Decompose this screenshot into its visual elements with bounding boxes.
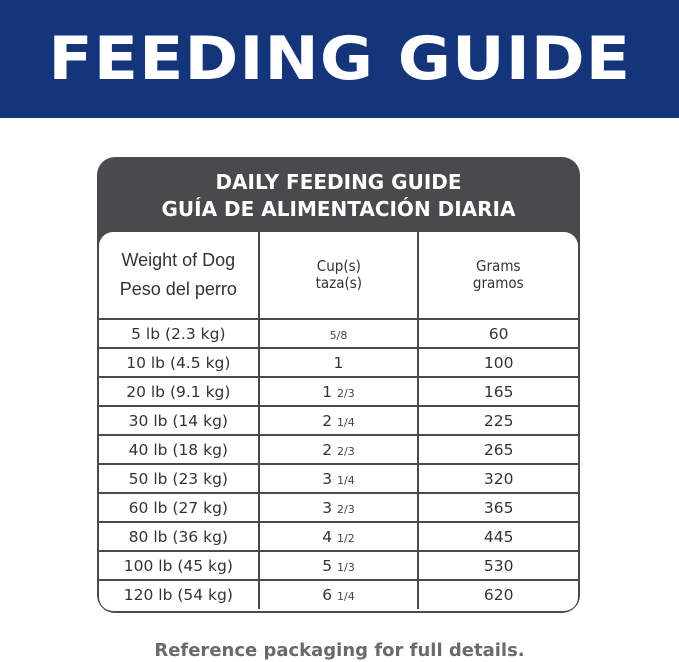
cups-whole: 6 (322, 586, 333, 604)
grams-cell: 620 (417, 579, 578, 609)
weight-cell: 30 lb (14 kg) (99, 405, 259, 435)
cups-whole: 1 (322, 382, 333, 401)
weight-cell: 40 lb (18 kg) (99, 434, 259, 464)
header-cups: Cup(s) taza(s) (265, 232, 411, 319)
page-title: FEEDING GUIDE (48, 24, 631, 94)
table-row: 10 lb (4.5 kg) 1 100 (99, 347, 578, 377)
cups-fraction: 2/3 (337, 386, 355, 400)
cups-whole: 1 (333, 353, 344, 372)
cups-whole: 5 (322, 556, 333, 575)
banner: FEEDING GUIDE (0, 0, 679, 118)
cups-whole: 4 (322, 527, 333, 546)
table-row: 30 lb (14 kg) 2 1/4 225 (99, 405, 578, 435)
grams-cell: 445 (417, 521, 578, 551)
weight-cell: 20 lb (9.1 kg) (99, 376, 259, 406)
footer-note: Reference packaging for full details. (154, 640, 525, 661)
weight-cell: 60 lb (27 kg) (99, 492, 259, 522)
cups-fraction: 1/2 (337, 531, 355, 545)
feeding-table: Weight of Dog Peso del perro Cup(s) taza(s… (99, 232, 578, 609)
weight-cell: 80 lb (36 kg) (99, 521, 259, 551)
table-row: 50 lb (23 kg) 3 1/4 320 (99, 463, 578, 493)
table-row: 120 lb (54 kg) 6 1/4 620 (99, 579, 578, 609)
weight-cell: 100 lb (45 kg) (99, 550, 259, 580)
weight-cell: 50 lb (23 kg) (99, 463, 259, 493)
grams-cell: 225 (417, 405, 578, 435)
header-weight: Weight of Dog Peso del perro (99, 232, 259, 319)
grams-cell: 100 (417, 347, 578, 377)
header-weight-en: Weight of Dog (121, 250, 236, 270)
cups-whole: 2 (322, 440, 333, 459)
card-header: DAILY FEEDING GUIDE GUÍA DE ALIMENTACIÓN… (99, 157, 578, 232)
cups-cell: 5 1/3 (257, 550, 419, 580)
cups-cell: 1 2/3 (257, 376, 419, 406)
cups-cell: 5/8 (257, 318, 419, 348)
table-row: 100 lb (45 kg) 5 1/3 530 (99, 550, 578, 580)
cups-whole: 3 (322, 469, 333, 488)
cups-cell: 2 2/3 (257, 434, 419, 464)
table-row: 80 lb (36 kg) 4 1/2 445 (99, 521, 578, 551)
grams-cell: 265 (417, 434, 578, 464)
cups-whole: 2 (322, 411, 333, 430)
grams-cell: 320 (417, 463, 578, 493)
table-row: 5 lb (2.3 kg) 5/8 60 (99, 318, 578, 348)
cups-fraction: 1/3 (337, 560, 355, 574)
header-grams-es: gramos (473, 274, 525, 292)
cups-fraction: 1/4 (337, 473, 355, 487)
header-grams: Grams gramos (425, 232, 571, 319)
table-row: 60 lb (27 kg) 3 2/3 365 (99, 492, 578, 522)
grams-cell: 165 (417, 376, 578, 406)
cups-fraction: 2/3 (337, 502, 355, 516)
header-row: Weight of Dog Peso del perro Cup(s) taza(s… (99, 232, 578, 319)
cups-cell: 1 (257, 347, 419, 377)
header-cups-en: Cup(s) (316, 257, 361, 275)
cups-cell: 6 1/4 (257, 579, 419, 609)
cups-fraction: 1/4 (337, 415, 355, 429)
card-title-es: GUÍA DE ALIMENTACIÓN DIARIA (161, 196, 516, 221)
cups-fraction: 2/3 (337, 444, 355, 458)
header-cups-es: taza(s) (315, 274, 362, 292)
weight-cell: 5 lb (2.3 kg) (99, 318, 259, 348)
cups-cell: 4 1/2 (257, 521, 419, 551)
weight-cell: 120 lb (54 kg) (99, 579, 259, 609)
grams-cell: 60 (417, 318, 578, 348)
feeding-guide-card: DAILY FEEDING GUIDE GUÍA DE ALIMENTACIÓN… (97, 157, 580, 613)
cups-fraction: 1/4 (337, 590, 355, 603)
grams-cell: 365 (417, 492, 578, 522)
header-grams-en: Grams (476, 257, 521, 275)
cups-cell: 3 1/4 (257, 463, 419, 493)
cups-cell: 2 1/4 (257, 405, 419, 435)
card-title-en: DAILY FEEDING GUIDE (215, 169, 462, 194)
cups-whole: 3 (322, 498, 333, 517)
grams-cell: 530 (417, 550, 578, 580)
table-row: 20 lb (9.1 kg) 1 2/3 165 (99, 376, 578, 406)
table-row: 40 lb (18 kg) 2 2/3 265 (99, 434, 578, 464)
header-weight-es: Peso del perro (119, 279, 237, 299)
table-container: Weight of Dog Peso del perro Cup(s) taza(s… (99, 232, 578, 611)
weight-cell: 10 lb (4.5 kg) (99, 347, 259, 377)
cups-fraction: 5/8 (329, 328, 348, 342)
cups-cell: 3 2/3 (257, 492, 419, 522)
